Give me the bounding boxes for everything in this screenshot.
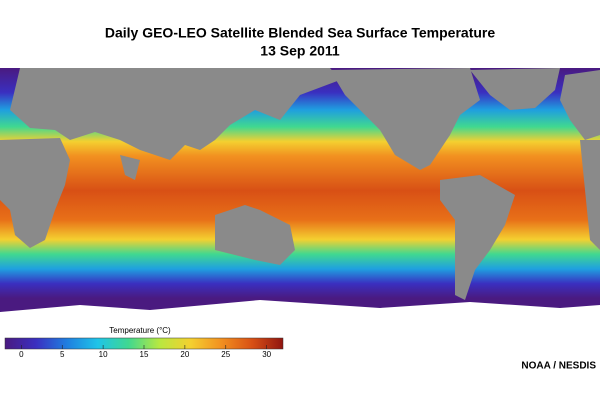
colorbar-tick-label: 15 <box>140 350 149 359</box>
colorbar-tick-label: 25 <box>221 350 230 359</box>
colorbar-tick-label: 30 <box>262 350 271 359</box>
colorbar: Temperature (°C) 0 5 10 15 20 25 30 <box>4 326 284 359</box>
colorbar-tick-label: 0 <box>19 350 24 359</box>
map <box>0 68 600 330</box>
land <box>0 68 600 300</box>
colorbar-tick-label: 5 <box>60 350 65 359</box>
colorbar-label: Temperature (°C) <box>109 326 171 335</box>
subtitle: 13 Sep 2011 <box>260 43 340 59</box>
title: Daily GEO-LEO Satellite Blended Sea Surf… <box>105 25 496 41</box>
credit: NOAA / NESDIS <box>521 361 596 372</box>
colorbar-tick-label: 10 <box>99 350 108 359</box>
colorbar-tick-label: 20 <box>180 350 189 359</box>
antarctica <box>0 300 600 330</box>
